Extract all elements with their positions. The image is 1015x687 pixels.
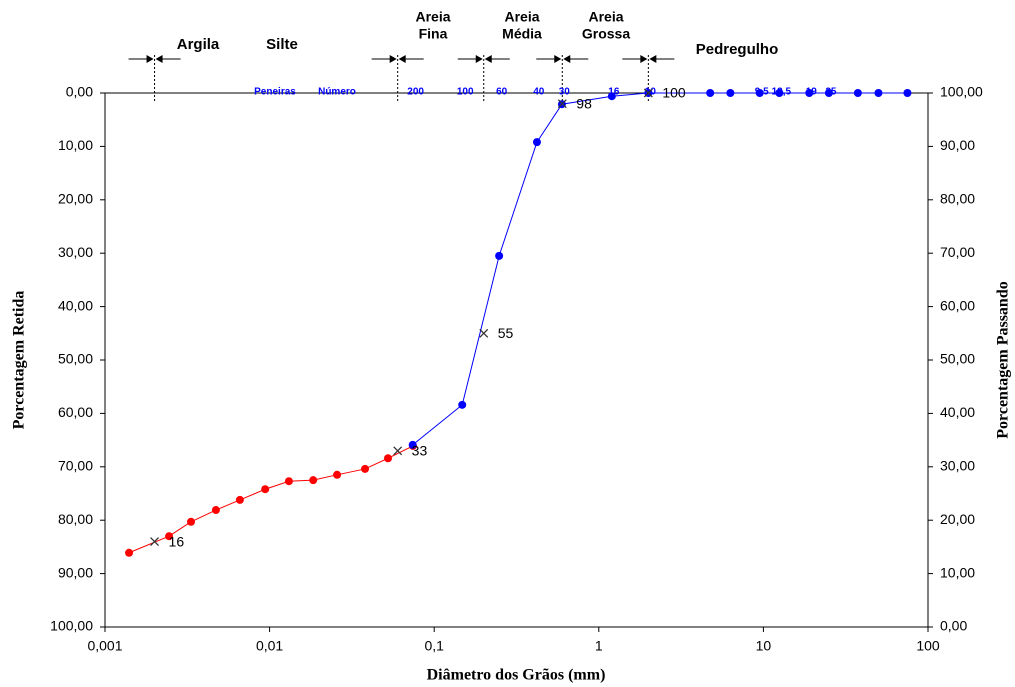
data-point	[165, 532, 174, 541]
data-point	[284, 477, 293, 486]
data-point	[607, 92, 616, 101]
marker-label: 55	[498, 325, 514, 341]
series-line	[128, 445, 414, 554]
arrow-head	[484, 55, 492, 63]
arrow-head	[155, 55, 163, 63]
arrow-head	[640, 55, 648, 63]
y-tick-label: 30,00	[58, 244, 93, 260]
y-tick-label: 90,00	[58, 564, 93, 580]
data-point	[903, 89, 912, 97]
sieve-label: 30	[559, 87, 571, 98]
sieve-label: 40	[533, 87, 545, 98]
y2-tick-label: 70,00	[940, 244, 975, 260]
sieve-label: 200	[407, 87, 424, 98]
y-tick-label: 50,00	[58, 351, 93, 367]
data-point	[261, 485, 270, 494]
y2-tick-label: 10,00	[940, 564, 975, 580]
data-point	[333, 470, 342, 479]
y2-tick-label: 100,00	[940, 84, 983, 100]
data-point	[755, 89, 764, 97]
y-tick-label: 100,00	[50, 618, 93, 634]
arrow-head	[398, 55, 406, 63]
data-point	[458, 400, 467, 409]
sieve-title: Número	[318, 87, 356, 98]
data-point	[361, 464, 370, 473]
soil-class-label: Grossa	[582, 26, 630, 42]
data-point	[874, 89, 883, 97]
boundary-marker	[643, 88, 653, 98]
y-tick-label: 70,00	[58, 458, 93, 474]
y-tick-label: 60,00	[58, 404, 93, 420]
marker-label: 98	[576, 95, 592, 111]
y2-tick-label: 50,00	[940, 351, 975, 367]
x-tick-label: 0,1	[424, 638, 444, 654]
y2-axis-title: Porcentagem Passando	[995, 281, 1012, 438]
y-tick-label: 0,00	[66, 84, 93, 100]
arrow-head	[475, 55, 483, 63]
soil-class-label: Areia	[415, 9, 450, 25]
boundary-marker	[150, 537, 160, 547]
y-axis-title: Porcentagem Retida	[11, 291, 28, 430]
arrow-head	[389, 55, 397, 63]
data-point	[408, 440, 417, 449]
y-tick-label: 80,00	[58, 511, 93, 527]
marker-label: 100	[662, 85, 686, 101]
y2-tick-label: 80,00	[940, 191, 975, 207]
y2-tick-label: 30,00	[940, 458, 975, 474]
data-point	[384, 454, 393, 463]
soil-class-label: Areia	[588, 9, 623, 25]
data-point	[495, 251, 504, 260]
data-point	[235, 495, 244, 504]
soil-class-label: Fina	[419, 26, 448, 42]
y-tick-label: 40,00	[58, 297, 93, 313]
sieve-title: Peneiras	[254, 87, 296, 98]
x-axis-title: Diâmetro dos Grãos (mm)	[427, 667, 606, 684]
data-point	[125, 548, 134, 557]
boundary-marker	[557, 99, 567, 109]
sieve-label: 16	[608, 87, 620, 98]
y2-tick-label: 40,00	[940, 404, 975, 420]
data-point	[853, 89, 862, 97]
sieve-label: 100	[457, 87, 474, 98]
y2-tick-label: 0,00	[940, 618, 967, 634]
marker-label: 16	[169, 533, 185, 549]
data-point	[186, 517, 195, 526]
arrow-head	[563, 55, 571, 63]
data-point	[706, 89, 715, 97]
y2-tick-label: 20,00	[940, 511, 975, 527]
data-point	[211, 506, 220, 515]
boundary-marker	[479, 328, 489, 338]
data-point	[805, 89, 814, 97]
data-point	[775, 89, 784, 97]
y2-tick-label: 60,00	[940, 297, 975, 313]
x-tick-label: 1	[595, 638, 603, 654]
soil-class-label: Silte	[266, 36, 298, 53]
arrow-head	[146, 55, 154, 63]
sieve-label: 60	[496, 87, 508, 98]
data-point	[309, 476, 318, 485]
x-tick-label: 10	[756, 638, 772, 654]
marker-label: 33	[412, 442, 428, 458]
data-point	[824, 89, 833, 97]
data-point	[532, 138, 541, 147]
y-tick-label: 10,00	[58, 137, 93, 153]
y-tick-label: 20,00	[58, 191, 93, 207]
y2-tick-label: 90,00	[940, 137, 975, 153]
x-tick-label: 100	[916, 638, 940, 654]
soil-class-label: Média	[502, 26, 542, 42]
x-tick-label: 0,001	[87, 638, 122, 654]
soil-class-label: Pedregulho	[696, 41, 779, 58]
series-line	[412, 92, 908, 446]
arrow-head	[649, 55, 657, 63]
data-point	[726, 89, 735, 97]
boundary-marker	[393, 446, 403, 456]
x-tick-label: 0,01	[256, 638, 283, 654]
soil-class-label: Argila	[177, 36, 220, 53]
arrow-head	[554, 55, 562, 63]
soil-class-label: Areia	[504, 9, 539, 25]
